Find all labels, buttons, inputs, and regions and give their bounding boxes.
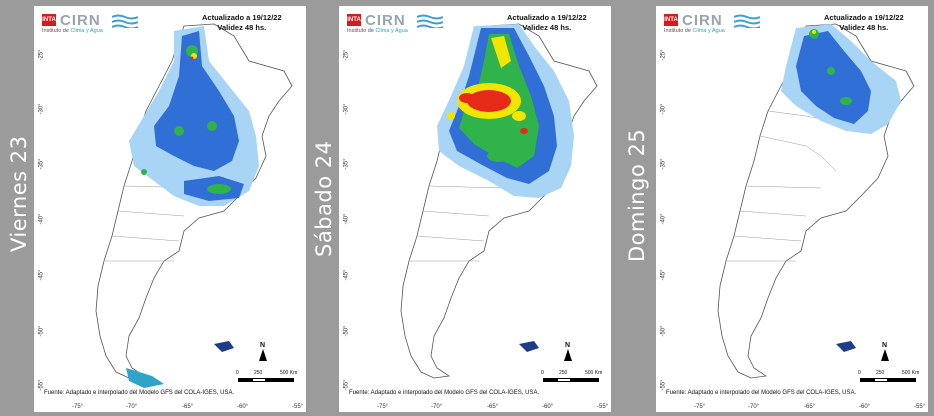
lat-tick: -40° <box>38 213 45 225</box>
lon-tick: -60° <box>859 404 871 410</box>
lon-tick: -55° <box>292 404 304 410</box>
lat-tick: -55° <box>660 379 667 391</box>
update-info: Actualizado a 19/12/22 Validez 48 hs. <box>824 13 904 32</box>
lat-tick: -45° <box>343 269 350 281</box>
lat-tick: -40° <box>343 213 350 225</box>
lat-tick: -25° <box>343 49 350 61</box>
day-label-sunday: Domingo 25 <box>625 128 649 262</box>
lon-tick: -70° <box>126 404 138 410</box>
lat-tick: -30° <box>660 103 667 115</box>
waves-icon <box>734 14 760 28</box>
scale-bar: 0 250 500 Km <box>236 370 297 384</box>
lon-tick: -65° <box>182 404 194 410</box>
inta-logo: INTA <box>347 14 361 26</box>
lat-tick: -45° <box>660 269 667 281</box>
update-info: Actualizado a 19/12/22 Validez 48 hs. <box>507 13 587 32</box>
lat-tick: -35° <box>660 158 667 170</box>
lon-tick: -55° <box>914 404 926 410</box>
inta-logo: INTA <box>42 14 56 26</box>
forecast-map-panel-friday: INTA CIRN Instituto de Clima y Agua Actu… <box>34 6 306 412</box>
forecast-map-panel-sunday: INTA CIRN Instituto de Clima y Agua Actu… <box>656 6 928 412</box>
lon-tick: -65° <box>804 404 816 410</box>
lat-tick: -30° <box>38 103 45 115</box>
north-arrow-icon: N <box>564 342 572 361</box>
lat-tick: -25° <box>660 49 667 61</box>
lat-tick: -50° <box>38 325 45 337</box>
source-note: Fuente: Adaptado e interpolado del Model… <box>666 390 857 396</box>
cirn-logo: CIRN <box>682 12 723 29</box>
source-note: Fuente: Adaptado e interpolado del Model… <box>44 390 235 396</box>
inta-logo: INTA <box>664 14 678 26</box>
lon-tick: -70° <box>431 404 443 410</box>
lat-tick: -50° <box>660 325 667 337</box>
institute-name: Instituto de Clima y Agua <box>42 28 103 34</box>
lat-tick: -45° <box>38 269 45 281</box>
lon-tick: -75° <box>72 404 84 410</box>
precipitation-map <box>656 6 928 412</box>
source-note: Fuente: Adaptado e interpolado del Model… <box>349 390 540 396</box>
scale-bar: 0 250 500 Km <box>541 370 602 384</box>
day-label-friday: Viernes 23 <box>7 135 31 253</box>
lat-tick: -35° <box>343 158 350 170</box>
lat-tick: -30° <box>343 103 350 115</box>
lat-tick: -40° <box>660 213 667 225</box>
lon-tick: -65° <box>487 404 499 410</box>
precipitation-map <box>339 6 611 412</box>
lat-tick: -55° <box>38 379 45 391</box>
lon-tick: -60° <box>237 404 249 410</box>
lon-tick: -75° <box>377 404 389 410</box>
lat-tick: -25° <box>38 49 45 61</box>
day-label-saturday: Sábado 24 <box>312 140 336 257</box>
cirn-logo: CIRN <box>365 12 406 29</box>
lon-tick: -55° <box>597 404 609 410</box>
lat-tick: -50° <box>343 325 350 337</box>
lon-tick: -75° <box>694 404 706 410</box>
institute-name: Instituto de Clima y Agua <box>664 28 725 34</box>
lon-tick: -70° <box>748 404 760 410</box>
cirn-logo: CIRN <box>60 12 101 29</box>
forecast-map-panel-saturday: INTA CIRN Instituto de Clima y Agua Actu… <box>339 6 611 412</box>
lon-tick: -60° <box>542 404 554 410</box>
update-info: Actualizado a 19/12/22 Validez 48 hs. <box>202 13 282 32</box>
lat-tick: -35° <box>38 158 45 170</box>
north-arrow-icon: N <box>881 342 889 361</box>
north-arrow-icon: N <box>259 342 267 361</box>
institute-name: Instituto de Clima y Agua <box>347 28 408 34</box>
scale-bar: 0 250 500 Km <box>858 370 919 384</box>
waves-icon <box>417 14 443 28</box>
lat-tick: -55° <box>343 379 350 391</box>
waves-icon <box>112 14 138 28</box>
precipitation-map <box>34 6 306 412</box>
